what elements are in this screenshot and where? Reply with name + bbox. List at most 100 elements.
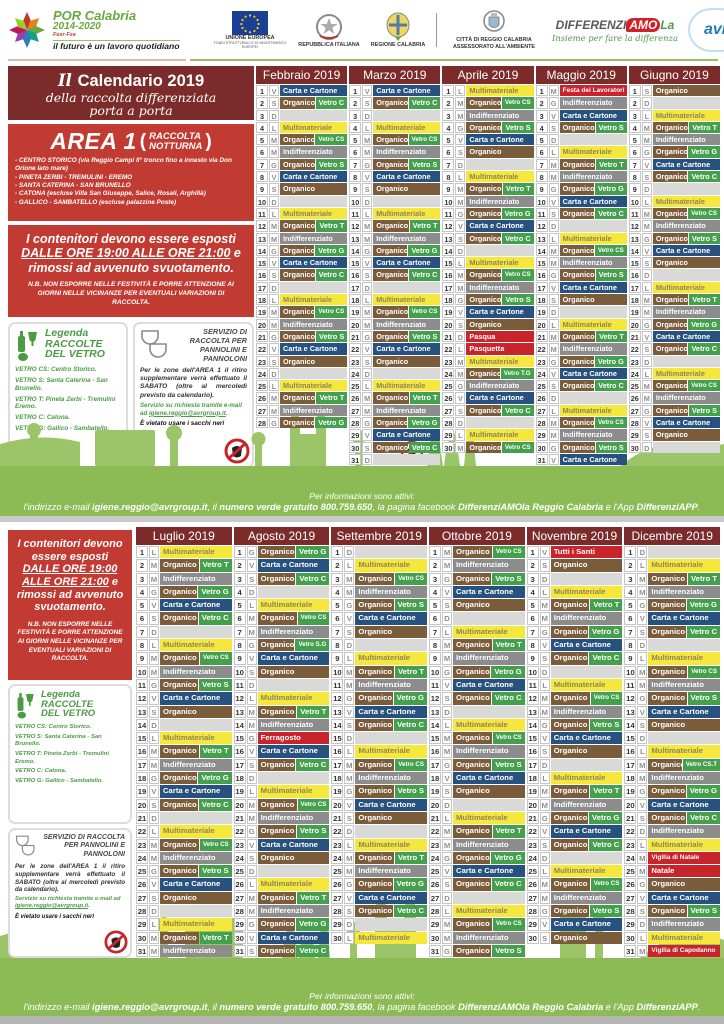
day-number: 2 [233, 559, 246, 572]
calendar-day-row: 30 V Carta e Cartone [233, 931, 330, 944]
calendar-day-row: 22 M Indifferenziato [535, 343, 627, 355]
weekday-letter: S [455, 318, 466, 330]
collection-cell: Indifferenziato [652, 220, 721, 232]
collection-cell [652, 355, 721, 367]
vetro-zone-cell: Vetro CS [492, 918, 525, 931]
day-number: 9 [136, 652, 148, 665]
calendar-day-row: 23 M Multimateriale [442, 355, 534, 367]
weekday-letter: L [442, 718, 453, 732]
weekday-letter: D [455, 158, 466, 171]
info-email[interactable]: igiene.reggio@avrgroup.it [92, 502, 208, 512]
vetro-zone-cell: Vetro C [296, 572, 330, 585]
exposure-text: I contenitori devono essere esposti DALL… [15, 538, 125, 614]
calendar-day-row: 27 M Organico Vetro T [233, 891, 330, 905]
weekday-letter: S [548, 294, 559, 306]
weekday-letter: G [539, 905, 550, 918]
vetro-zone-cell: Vetro G [686, 785, 721, 798]
day-number: 14 [349, 244, 362, 257]
day-number: 25 [624, 865, 637, 878]
calendar-day-row: 13 M Indifferenziato [349, 232, 441, 244]
collection-cell: Organico [160, 838, 199, 851]
day-number: 25 [233, 865, 246, 878]
weekday-letter: M [548, 343, 559, 355]
info-email[interactable]: igiene.reggio@avrgroup.it [92, 1002, 208, 1012]
collection-cell: Multimateriale [652, 109, 721, 121]
collection-cell: Organico [373, 183, 441, 195]
collection-cell [373, 367, 441, 380]
day-number: 30 [624, 931, 637, 944]
day-number: 19 [331, 785, 344, 798]
weekday-letter: V [539, 825, 550, 838]
calendar-day-row: 18 L Multimateriale [256, 294, 348, 306]
collection-cell: Organico [373, 158, 409, 171]
weekday-letter: G [246, 825, 257, 838]
collection-cell: Multimateriale [160, 825, 232, 838]
weekday-letter: L [149, 732, 159, 745]
calendar-day-row: 11 V Carta e Cartone [429, 678, 525, 692]
calendar-day-row: 18 S Organico [535, 294, 627, 306]
day-number: 4 [233, 585, 246, 599]
collection-cell: Organico [280, 269, 315, 281]
calendar-day-row: 20 V Carta e Cartone [331, 798, 428, 811]
collection-cell [550, 572, 623, 585]
calendar-day-row: 22 S Organico Vetro C [628, 343, 721, 355]
day-number: 21 [442, 330, 455, 343]
day-number: 17 [442, 281, 455, 294]
calendar-day-row: 14 G Organico Vetro S [526, 718, 623, 732]
weekday-letter: G [442, 572, 453, 585]
area1-paren-line2: NOTTURNA [149, 140, 203, 152]
weekday-letter: M [246, 905, 257, 918]
calendar-day-row: 19 V Carta e Cartone [136, 785, 232, 798]
day-number: 18 [233, 772, 246, 785]
weekday-letter: M [442, 745, 453, 758]
info-text: e l'App [603, 502, 637, 512]
calendar-day-row: 7 L Multimateriale [429, 625, 525, 639]
differenziamola-wordmark: DIFFERENZI AMO La [551, 17, 679, 32]
day-number: 22 [256, 343, 268, 355]
collection-cell: Carta e Cartone [373, 85, 441, 97]
calendar-day-row: 21 V Carta e Cartone [628, 330, 721, 343]
day-number: 24 [624, 851, 637, 865]
calendar-day-row: 27 V Carta e Cartone [624, 891, 721, 905]
day-number: 31 [429, 944, 442, 958]
vetro-zone-cell: Vetro C [296, 758, 330, 772]
day-number: 1 [535, 85, 548, 97]
weekday-letter: M [149, 745, 159, 758]
calendar-day-row: 31 M Indifferenziato [136, 944, 232, 958]
day-number: 20 [624, 798, 637, 811]
month-column: Dicembre 2019 1 D 2 L Multimateriale 3 M Organic… [624, 527, 721, 958]
day-number: 12 [331, 692, 344, 705]
day-number: 6 [526, 612, 539, 625]
calendar-day-row: 17 D [256, 281, 348, 294]
day-number: 26 [535, 392, 548, 404]
weekday-letter: L [269, 380, 279, 392]
vetro-zone-cell: Vetro G [393, 878, 428, 891]
calendar-day-row: 27 G Organico Vetro S [628, 404, 721, 417]
weekday-letter: G [442, 851, 453, 865]
day-number: 15 [233, 732, 246, 745]
collection-cell: Organico [355, 878, 393, 891]
day-number: 25 [628, 380, 641, 392]
service-email[interactable]: igiene.reggio@avrgroup.it [15, 903, 89, 910]
calendar-day-row: 14 M Indifferenziato [233, 718, 330, 732]
collection-cell: Organico [280, 306, 315, 318]
collection-cell: Multimateriale [466, 429, 534, 441]
collection-cell: Organico [453, 692, 491, 705]
service-email[interactable]: igiene.reggio@avrgroup.it [148, 409, 226, 417]
day-number: 24 [628, 367, 641, 380]
day-number: 10 [429, 665, 442, 678]
day-number: 8 [442, 171, 455, 183]
day-number: 14 [535, 244, 548, 257]
glass-bottle-icon [18, 331, 37, 361]
day-number: 3 [526, 572, 539, 585]
day-number: 15 [624, 732, 637, 745]
collection-cell [257, 678, 330, 692]
collection-cell: Organico [373, 134, 408, 146]
weekday-letter: L [641, 109, 652, 121]
calendar-day-row: 4 G Organico Vetro S [442, 121, 534, 134]
calendar-day-row: 10 D [349, 195, 441, 207]
calendar-day-row: 8 S Organico Vetro C [628, 171, 721, 183]
day-number: 11 [349, 207, 362, 220]
legend-entry: VETRO CS: Centro Storico. [15, 366, 97, 373]
